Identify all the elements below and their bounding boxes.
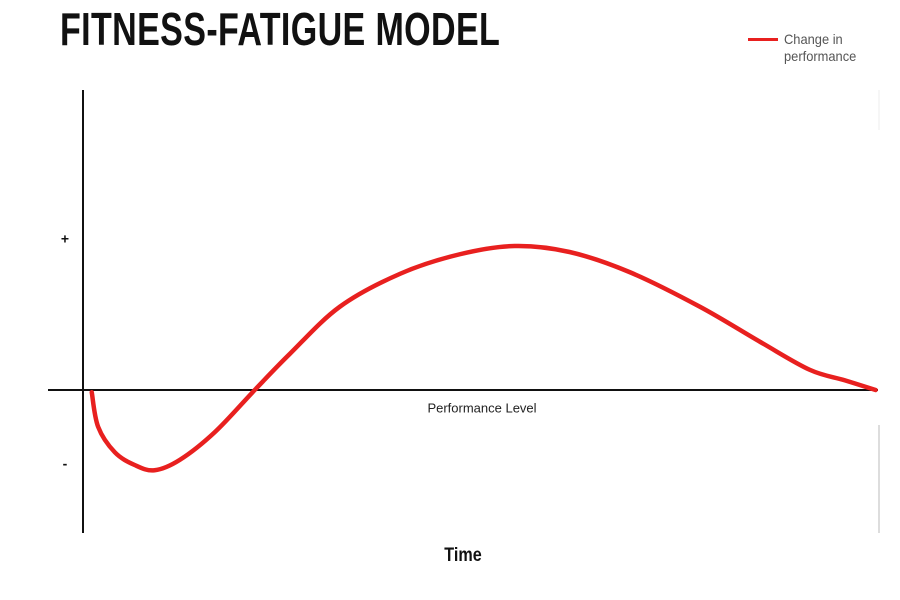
annotation: Performance Level [427, 400, 536, 415]
line [89, 243, 878, 473]
y-tick-label: - [63, 456, 68, 472]
y-tick-label: + [61, 231, 69, 247]
legend: Change in performance [748, 31, 868, 65]
chart-title: FITNESS-FATIGUE MODEL [60, 3, 501, 55]
x-axis-label: Time [444, 544, 482, 566]
legend-label: Change in performance [784, 31, 857, 64]
legend-swatch [748, 38, 778, 41]
